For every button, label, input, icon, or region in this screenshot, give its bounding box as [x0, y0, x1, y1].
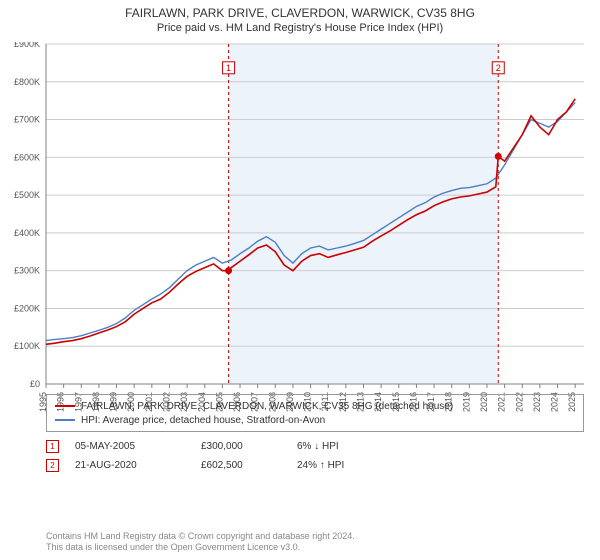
sale-price: £602,500 — [201, 460, 281, 471]
sale-marker-icon: 2 — [46, 459, 59, 472]
sale-date: 05-MAY-2005 — [75, 441, 185, 452]
chart-titles: FAIRLAWN, PARK DRIVE, CLAVERDON, WARWICK… — [0, 0, 600, 34]
sale-diff: 24% ↑ HPI — [297, 460, 397, 471]
sales-table: 1 05-MAY-2005 £300,000 6% ↓ HPI 2 21-AUG-2020… — [46, 434, 584, 472]
sale-price: £300,000 — [201, 441, 281, 452]
legend-item: FAIRLAWN, PARK DRIVE, CLAVERDON, WARWICK… — [55, 399, 575, 413]
svg-text:£0: £0 — [30, 379, 40, 389]
chart-subtitle: Price paid vs. HM Land Registry's House … — [0, 22, 600, 34]
sale-diff: 6% ↓ HPI — [297, 441, 397, 452]
sale-row: 1 05-MAY-2005 £300,000 6% ↓ HPI — [46, 440, 584, 453]
plot-area: £0£100K£200K£300K£400K£500K£600K£700K£80… — [46, 44, 584, 384]
chart-container: FAIRLAWN, PARK DRIVE, CLAVERDON, WARWICK… — [0, 0, 600, 560]
legend-swatch — [55, 405, 75, 407]
legend-label: HPI: Average price, detached house, Stra… — [81, 415, 325, 426]
svg-text:£500K: £500K — [14, 190, 40, 200]
legend-swatch — [55, 419, 75, 421]
sale-date: 21-AUG-2020 — [75, 460, 185, 471]
svg-text:1: 1 — [226, 63, 231, 73]
legend: FAIRLAWN, PARK DRIVE, CLAVERDON, WARWICK… — [46, 394, 584, 432]
svg-text:£800K: £800K — [14, 77, 40, 87]
chart-title: FAIRLAWN, PARK DRIVE, CLAVERDON, WARWICK… — [0, 6, 600, 20]
sale-marker-icon: 1 — [46, 440, 59, 453]
svg-text:£900K: £900K — [14, 42, 40, 49]
footer-line2: This data is licensed under the Open Gov… — [46, 542, 584, 554]
svg-text:£600K: £600K — [14, 152, 40, 162]
svg-text:£700K: £700K — [14, 115, 40, 125]
footer-line1: Contains HM Land Registry data © Crown c… — [46, 531, 584, 543]
svg-text:2: 2 — [496, 63, 501, 73]
svg-text:£400K: £400K — [14, 228, 40, 238]
svg-text:£300K: £300K — [14, 266, 40, 276]
svg-text:£100K: £100K — [14, 341, 40, 351]
chart-svg: £0 £100K £200K £300K £400K £500K £600K £700K £80… — [4, 42, 588, 416]
legend-label: FAIRLAWN, PARK DRIVE, CLAVERDON, WARWICK… — [81, 401, 453, 412]
svg-text:£200K: £200K — [14, 303, 40, 313]
legend-item: HPI: Average price, detached house, Stra… — [55, 413, 575, 427]
footer-attribution: Contains HM Land Registry data © Crown c… — [46, 531, 584, 554]
sale-row: 2 21-AUG-2020 £602,500 24% ↑ HPI — [46, 459, 584, 472]
